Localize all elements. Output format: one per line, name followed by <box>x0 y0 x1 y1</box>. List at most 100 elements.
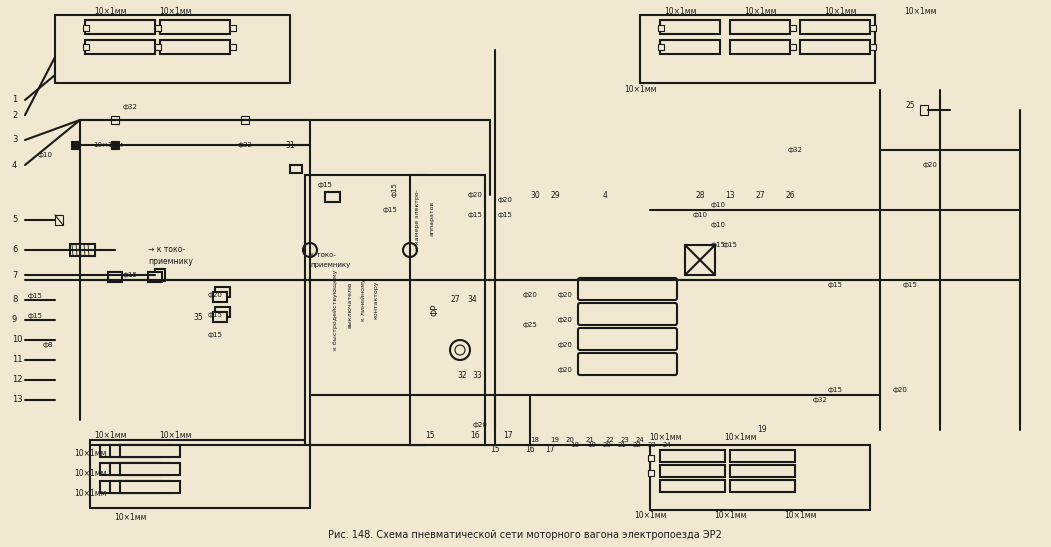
Bar <box>660 450 725 462</box>
Bar <box>660 20 720 34</box>
Bar <box>660 480 725 492</box>
Text: 10×1мм: 10×1мм <box>94 430 126 439</box>
Text: 32: 32 <box>457 370 467 380</box>
Text: ф15: ф15 <box>207 332 223 338</box>
Text: 20: 20 <box>602 442 612 448</box>
Text: 12: 12 <box>12 375 22 385</box>
Bar <box>290 165 302 173</box>
Bar <box>111 116 119 124</box>
Bar <box>658 44 664 50</box>
Text: 10×1мм: 10×1мм <box>664 8 696 16</box>
Text: ф15: ф15 <box>123 272 138 278</box>
Bar <box>730 20 790 34</box>
Bar <box>154 25 161 31</box>
Bar <box>230 44 236 50</box>
Text: 30: 30 <box>530 190 540 200</box>
Text: ф20: ф20 <box>473 422 488 428</box>
Text: 3: 3 <box>12 136 18 144</box>
Text: ф32: ф32 <box>787 147 802 153</box>
Text: 27: 27 <box>450 295 460 305</box>
Text: 27: 27 <box>756 190 765 200</box>
Text: ф15: ф15 <box>27 293 42 299</box>
Bar <box>215 287 230 297</box>
Bar <box>110 445 170 457</box>
Text: ф32: ф32 <box>812 397 827 403</box>
Text: 16: 16 <box>470 430 480 439</box>
Text: 18: 18 <box>571 442 579 448</box>
Bar <box>920 105 928 115</box>
Text: 10×1мм: 10×1мм <box>74 449 106 457</box>
Text: ф20: ф20 <box>468 192 482 198</box>
Text: 21: 21 <box>585 437 595 443</box>
Text: 18: 18 <box>531 437 539 443</box>
Bar <box>83 44 89 50</box>
Text: 17: 17 <box>545 445 555 455</box>
Text: 35: 35 <box>193 313 203 323</box>
Text: 10×1мм: 10×1мм <box>623 85 656 95</box>
Text: ф20: ф20 <box>558 367 573 373</box>
Bar <box>108 272 122 282</box>
Text: ф15: ф15 <box>710 242 725 248</box>
Text: 15: 15 <box>490 445 500 455</box>
Bar <box>110 481 170 493</box>
Text: 17: 17 <box>503 430 513 439</box>
Bar <box>410 175 485 445</box>
Bar <box>154 44 161 50</box>
Bar <box>660 40 720 54</box>
Text: 19: 19 <box>551 437 559 443</box>
Text: 24: 24 <box>636 437 644 443</box>
Text: ф15: ф15 <box>903 282 918 288</box>
Text: ф10: ф10 <box>710 202 725 208</box>
Text: 10×1мм: 10×1мм <box>824 8 857 16</box>
Text: ф20: ф20 <box>558 317 573 323</box>
Text: 6: 6 <box>12 246 18 254</box>
Text: выключателю: выключателю <box>348 282 352 328</box>
Bar <box>160 40 230 54</box>
Text: приемнику: приемнику <box>148 258 193 266</box>
Text: к токо-: к токо- <box>310 252 336 258</box>
Text: 10: 10 <box>12 335 22 345</box>
Text: 11: 11 <box>12 356 22 364</box>
Text: 10×1мм: 10×1мм <box>904 8 936 16</box>
Text: Рис. 148. Схема пневматической сети моторного вагона электропоезда ЭР2: Рис. 148. Схема пневматической сети мото… <box>328 530 722 540</box>
Text: 10×1мм: 10×1мм <box>159 8 191 16</box>
Bar <box>325 192 341 202</box>
Text: 25: 25 <box>905 101 914 109</box>
Text: 10×1мм: 10×1мм <box>114 514 146 522</box>
Text: 26: 26 <box>785 190 795 200</box>
Bar <box>648 455 654 461</box>
Bar <box>241 116 249 124</box>
Text: → к токо-: → к токо- <box>148 246 185 254</box>
Bar <box>85 40 154 54</box>
Text: 2: 2 <box>12 110 17 119</box>
Text: ф20: ф20 <box>923 162 937 168</box>
Text: приемнику: приемнику <box>310 262 350 268</box>
Text: 34: 34 <box>467 295 477 305</box>
Bar <box>790 25 796 31</box>
Text: 23: 23 <box>647 442 657 448</box>
Bar <box>650 445 870 510</box>
Bar <box>100 445 160 457</box>
Text: 13: 13 <box>12 395 23 404</box>
Bar <box>148 272 162 282</box>
Text: 10×1мм: 10×1мм <box>74 468 106 478</box>
Bar <box>120 445 180 457</box>
Text: 19: 19 <box>757 426 767 434</box>
Bar <box>213 312 227 322</box>
Bar <box>730 450 795 462</box>
Text: ф8: ф8 <box>43 342 54 348</box>
Text: 1: 1 <box>12 96 17 104</box>
Text: 10×1мм: 10×1мм <box>634 510 666 520</box>
Bar <box>215 307 230 317</box>
Text: ф10: ф10 <box>710 222 725 228</box>
Text: к быстродействующему: к быстродействующему <box>332 270 337 350</box>
Text: ф15: ф15 <box>392 183 398 197</box>
Bar <box>870 44 875 50</box>
Text: ф20: ф20 <box>558 292 573 298</box>
Bar <box>70 244 95 256</box>
Text: 22: 22 <box>605 437 615 443</box>
Bar <box>685 245 715 275</box>
Text: ФР: ФР <box>431 304 439 316</box>
Bar <box>640 15 875 83</box>
Text: ф25: ф25 <box>522 322 537 328</box>
